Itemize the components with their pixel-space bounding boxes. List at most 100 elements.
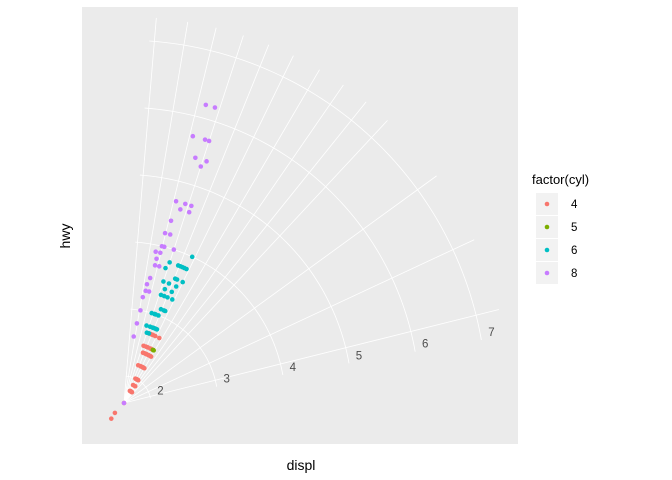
data-point-cyl-8 (193, 155, 198, 161)
data-point-cyl-6 (162, 286, 168, 292)
data-point-cyl-8 (152, 263, 158, 268)
data-point-cyl-4 (127, 388, 133, 394)
radial-tick-label: 4 (290, 362, 297, 374)
data-point-cyl-8 (153, 249, 158, 255)
radial-grid-arc (139, 174, 350, 364)
data-point-cyl-8 (162, 230, 168, 236)
radial-grid-arc (125, 375, 151, 399)
data-point-cyl-8 (198, 164, 204, 169)
data-point-cyl-8 (154, 256, 159, 262)
angular-grid-spoke (123, 21, 189, 404)
data-point-cyl-8 (178, 207, 183, 212)
data-point-cyl-8 (147, 275, 153, 281)
x-axis-title: displ (287, 457, 316, 473)
angular-grid-spoke (123, 175, 437, 404)
data-point-cyl-8 (203, 102, 209, 108)
radial-grid-arc (144, 107, 416, 352)
legend-key-cyl-8 (544, 270, 550, 276)
angular-grid-spoke (123, 69, 320, 404)
data-point-cyl-4 (135, 362, 141, 368)
angular-grid-spoke (123, 35, 244, 404)
data-point-cyl-8 (138, 308, 143, 313)
data-point-cyl-8 (168, 218, 174, 224)
data-point-cyl-6 (173, 284, 179, 289)
grid-lines (123, 17, 500, 404)
data-point-cyl-8 (159, 243, 165, 249)
data-point-cyl-6 (163, 265, 168, 271)
legend-label-cyl-8: 8 (571, 268, 577, 280)
angular-grid-spoke (123, 27, 217, 404)
radial-tick-label: 6 (422, 339, 428, 351)
data-point-cyl-8 (206, 138, 212, 144)
y-axis-title: hwy (57, 224, 73, 249)
legend-items: 4 5 6 8 (536, 193, 578, 284)
data-point-cyl-6 (170, 297, 175, 302)
legend-key-cyl-6 (544, 247, 550, 253)
legend-label-cyl-6: 6 (571, 245, 577, 257)
legend-key-cyl-4 (544, 201, 550, 207)
data-point-cyl-4 (140, 350, 146, 355)
legend-label-cyl-5: 5 (571, 222, 577, 234)
data-point-cyl-8 (204, 159, 209, 164)
data-point-cyl-8 (146, 289, 152, 294)
angular-grid-spoke (123, 120, 388, 404)
data-point-cyl-4 (133, 376, 138, 381)
angular-grid-spoke (123, 44, 270, 404)
angular-grid-spoke (123, 101, 367, 404)
data-point-cyl-4 (141, 343, 146, 349)
angular-grid-spoke (123, 84, 344, 404)
data-point-cyl-8 (134, 321, 140, 326)
data-point-cyl-5 (150, 347, 156, 353)
data-point-cyl-8 (167, 232, 173, 237)
data-point-cyl-6 (180, 279, 185, 285)
data-point-cyl-6 (147, 324, 153, 329)
data-point-cyl-8 (202, 137, 208, 142)
angular-grid-spoke (123, 239, 475, 404)
data-point-cyl-4 (112, 410, 118, 416)
data-point-cyl-6 (169, 289, 175, 295)
data-point-cyl-4 (108, 416, 114, 421)
radial-tick-labels: 2 3 4 5 6 7 (157, 327, 494, 397)
data-point-cyl-6 (144, 330, 150, 335)
angular-grid-spoke (123, 309, 500, 404)
data-point-cyl-4 (157, 335, 162, 341)
angular-grid-spoke (123, 55, 294, 404)
legend-label-cyl-4: 4 (571, 199, 578, 211)
data-points (108, 102, 218, 421)
data-point-cyl-8 (131, 334, 137, 339)
radial-grid-arc (149, 40, 482, 341)
legend: factor(cyl) 4 5 6 8 (532, 172, 589, 284)
data-point-cyl-8 (140, 294, 146, 300)
data-point-cyl-8 (144, 281, 150, 287)
data-point-cyl-8 (212, 105, 218, 110)
data-point-cyl-6 (167, 260, 172, 265)
data-point-cyl-8 (171, 247, 177, 252)
radial-tick-label: 5 (356, 350, 362, 362)
data-point-cyl-6 (149, 310, 154, 316)
data-point-cyl-8 (158, 250, 163, 256)
data-point-cyl-8 (143, 288, 149, 294)
data-point-cyl-6 (144, 323, 149, 328)
data-point-cyl-6 (189, 254, 195, 260)
data-point-cyl-8 (173, 198, 179, 204)
data-point-cyl-6 (175, 263, 181, 268)
radial-tick-label: 3 (223, 374, 229, 386)
legend-title: factor(cyl) (532, 172, 589, 187)
radial-tick-label: 2 (157, 385, 163, 397)
data-point-cyl-8 (186, 209, 192, 215)
data-point-cyl-8 (190, 133, 196, 139)
data-point-cyl-6 (166, 281, 172, 286)
angular-grid-spoke (123, 17, 157, 404)
data-point-cyl-8 (189, 203, 194, 209)
legend-key-cyl-5 (544, 224, 550, 230)
data-point-cyl-4 (130, 382, 136, 388)
panel-background (82, 7, 518, 444)
data-point-cyl-6 (161, 279, 166, 284)
data-point-cyl-8 (182, 201, 188, 207)
data-point-cyl-6 (172, 276, 178, 282)
radial-tick-label: 7 (488, 327, 494, 339)
data-point-cyl-6 (158, 306, 164, 312)
data-point-cyl-6 (158, 292, 164, 298)
data-point-cyl-8 (156, 264, 162, 269)
